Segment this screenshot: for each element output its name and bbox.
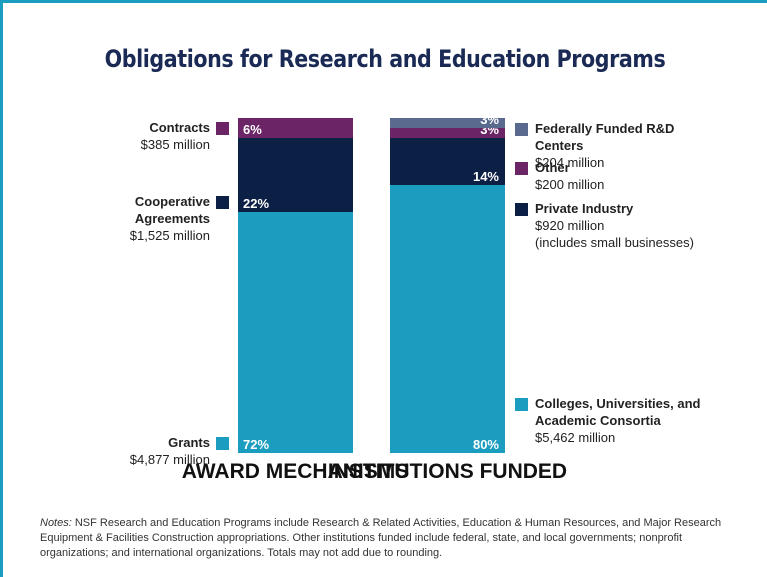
notes-label: Notes:	[40, 517, 72, 529]
legend-entry: Contracts $385 million	[110, 119, 210, 153]
bar-segment	[238, 118, 353, 139]
legend-swatch	[216, 122, 229, 136]
legend-amount: $204 million	[535, 155, 605, 170]
legend-swatch	[515, 162, 528, 175]
legend-amount: $1,525 million	[129, 227, 210, 243]
legend-name: Colleges, Universities, and Academic Con…	[535, 396, 701, 428]
bar-segment	[390, 138, 505, 185]
legend-swatch	[216, 437, 229, 450]
bar-segment	[238, 211, 353, 453]
legend-name: Other	[535, 160, 570, 175]
x-axis-label: INSTITUTIONS FUNDED	[327, 460, 568, 483]
legend-entry: Private Industry $920 million (includes sm…	[535, 200, 710, 251]
x-axis-label: AWARD MECHANISMS	[181, 460, 410, 483]
legend-entry: Federally Funded R&D Centers $204 million	[535, 120, 710, 171]
notes-text: NSF Research and Education Programs incl…	[40, 517, 722, 559]
legend-swatch	[515, 203, 528, 216]
legend-entry: Other $200 million	[535, 159, 710, 193]
bar-segment	[390, 118, 505, 129]
value-label: 80%	[472, 437, 499, 452]
chart-title: Obligations for Research and Education P…	[104, 45, 666, 73]
value-label: 6%	[243, 122, 262, 138]
bar-segment	[238, 138, 353, 212]
legend-name: Private Industry	[535, 201, 634, 216]
legend-amount: $385 million	[140, 137, 210, 153]
legend-note: (includes small businesses)	[535, 235, 694, 250]
value-label: 14%	[472, 169, 499, 184]
legend-swatch	[515, 123, 528, 136]
value-label: 3%	[480, 112, 499, 128]
legend-name: Federally Funded R&D Centers	[535, 121, 675, 153]
bar-segment	[390, 185, 505, 453]
legend-name: Contracts	[149, 120, 210, 136]
legend-entry: Grants $4,877 million	[110, 434, 210, 468]
legend-name: Grants	[168, 435, 210, 450]
bar-segment	[390, 128, 505, 139]
value-label: 22%	[243, 195, 270, 211]
legend-name: Cooperative Agreements	[134, 193, 210, 226]
legend-amount: $5,462 million	[535, 430, 616, 445]
legend-entry: Cooperative Agreements $1,525 million	[110, 193, 210, 244]
legend-swatch	[216, 195, 229, 209]
value-label: 72%	[243, 437, 270, 452]
legend-amount: $200 million	[535, 177, 605, 192]
legend-entry: Colleges, Universities, and Academic Con…	[535, 395, 710, 446]
notes: Notes: NSF Research and Education Progra…	[40, 516, 730, 561]
legend-amount: $4,877 million	[129, 452, 210, 467]
legend-swatch	[515, 398, 528, 411]
legend-amount: $920 million	[535, 218, 605, 233]
